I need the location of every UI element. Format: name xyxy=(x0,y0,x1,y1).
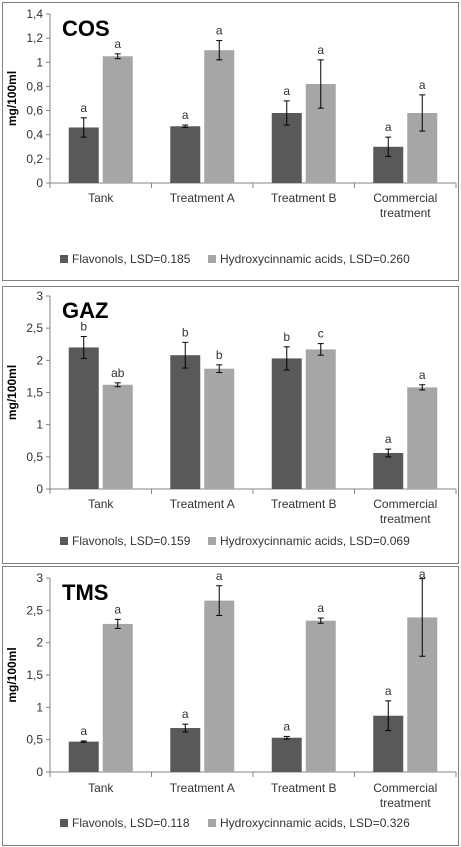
chart-2-y-tick-label: 2 xyxy=(36,353,43,367)
chart-3-category-label: Commercial xyxy=(373,781,437,795)
chart-3-title: TMS xyxy=(62,580,108,605)
chart-3-data-label: a xyxy=(317,601,324,615)
chart-3-data-label: a xyxy=(385,684,392,698)
chart-1-legend-label: Flavonols, LSD=0.185 xyxy=(72,252,191,266)
chart-1-y-tick-label: 0,8 xyxy=(26,79,43,93)
chart-2-legend-swatch xyxy=(208,537,216,545)
chart-1-y-axis-title: mg/100ml xyxy=(5,71,19,126)
chart-3-bar xyxy=(68,741,99,772)
chart-1-data-label: a xyxy=(283,84,290,98)
chart-3-y-tick-label: 2 xyxy=(36,636,43,650)
chart-1-y-tick-label: 0,4 xyxy=(26,128,43,142)
chart-1-y-tick-label: 1,2 xyxy=(26,31,43,45)
chart-1-y-tick-label: 0,6 xyxy=(26,104,43,118)
chart-1-bar xyxy=(102,56,133,183)
chart-3-y-axis-title: mg/100ml xyxy=(5,647,19,702)
chart-2-bar xyxy=(102,384,133,489)
chart-1-y-tick-label: 1,4 xyxy=(26,7,43,21)
chart-3-legend-label: Hydroxycinnamic acids, LSD=0.326 xyxy=(220,816,410,830)
chart-3-bar xyxy=(170,728,201,772)
chart-1-data-label: a xyxy=(385,120,392,134)
chart-2-bar xyxy=(271,358,302,489)
chart-3-category-label: Treatment A xyxy=(170,781,235,795)
chart-3-y-tick-label: 0,5 xyxy=(26,733,43,747)
chart-2-category-label: Treatment B xyxy=(271,497,337,511)
chart-3-bar xyxy=(271,737,302,772)
chart-1-y-tick-label: 1 xyxy=(36,55,43,69)
chart-3-y-tick-label: 0 xyxy=(36,765,43,779)
chart-2-data-label: c xyxy=(318,327,324,341)
chart-2-data-label: b xyxy=(283,330,290,344)
chart-1-category-label: treatment xyxy=(380,206,431,220)
chart-3-y-tick-label: 1,5 xyxy=(26,668,43,682)
chart-1-category-label: Commercial xyxy=(373,191,437,205)
chart-2-y-tick-label: 1 xyxy=(36,418,43,432)
chart-1-category-label: Treatment B xyxy=(271,191,337,205)
chart-1-data-label: a xyxy=(182,108,189,122)
chart-2-y-tick-label: 1,5 xyxy=(26,386,43,400)
chart-2-legend-swatch xyxy=(60,537,68,545)
chart-2-bar xyxy=(68,347,99,489)
chart-2-y-tick-label: 0,5 xyxy=(26,450,43,464)
chart-3-data-label: a xyxy=(80,724,87,738)
chart-2-title: GAZ xyxy=(62,298,108,323)
chart-3-bar xyxy=(204,600,235,772)
chart-2-bar xyxy=(170,355,201,489)
chart-2-y-tick-label: 2,5 xyxy=(26,321,43,335)
chart-2-y-tick-label: 0 xyxy=(36,482,43,496)
chart-1-title: COS xyxy=(62,16,110,41)
chart-1-category-label: Tank xyxy=(88,191,114,205)
chart-1-data-label: a xyxy=(80,101,87,115)
chart-2-data-label: ab xyxy=(111,366,125,380)
chart-2-bar xyxy=(305,349,336,489)
chart-2-legend-label: Flavonols, LSD=0.159 xyxy=(72,534,191,548)
chart-3-category-label: Tank xyxy=(88,781,114,795)
chart-2-category-label: Commercial xyxy=(373,497,437,511)
chart-1-data-label: a xyxy=(317,43,324,57)
chart-1-legend-swatch xyxy=(60,255,68,263)
chart-1-data-label: a xyxy=(216,24,223,38)
chart-3-bar xyxy=(102,623,133,772)
chart-2-category-label: Tank xyxy=(88,497,114,511)
chart-1-bar xyxy=(204,50,235,183)
chart-3-category-label: treatment xyxy=(380,796,431,810)
chart-2-data-label: b xyxy=(216,348,223,362)
chart-2-data-label: b xyxy=(182,325,189,339)
chart-3-data-label: a xyxy=(283,719,290,733)
chart-2-category-label: Treatment A xyxy=(170,497,235,511)
chart-3-y-tick-label: 2,5 xyxy=(26,603,43,617)
chart-2-data-label: a xyxy=(385,432,392,446)
chart-2-y-tick-label: 3 xyxy=(36,289,43,303)
chart-1-category-label: Treatment A xyxy=(170,191,235,205)
chart-1-y-tick-label: 0 xyxy=(36,176,43,190)
chart-3-legend-swatch xyxy=(208,819,216,827)
chart-3-bar xyxy=(305,620,336,772)
chart-1-legend-swatch xyxy=(208,255,216,263)
chart-3-y-tick-label: 1 xyxy=(36,700,43,714)
chart-1-bar xyxy=(170,126,201,183)
chart-2-bar xyxy=(407,387,438,489)
chart-1-data-label: a xyxy=(419,78,426,92)
chart-3-legend-label: Flavonols, LSD=0.118 xyxy=(72,816,190,830)
chart-3-category-label: Treatment B xyxy=(271,781,337,795)
chart-2-legend-label: Hydroxycinnamic acids, LSD=0.069 xyxy=(220,534,410,548)
chart-1-data-label: a xyxy=(114,37,121,51)
chart-2-data-label: a xyxy=(419,368,426,382)
chart-2-y-axis-title: mg/100ml xyxy=(5,365,19,420)
chart-3-data-label: a xyxy=(114,602,121,616)
chart-2-bar xyxy=(373,452,404,489)
chart-2-bar xyxy=(204,368,235,489)
chart-3-y-tick-label: 3 xyxy=(36,571,43,585)
chart-2-category-label: treatment xyxy=(380,512,431,526)
chart-1-legend-label: Hydroxycinnamic acids, LSD=0.260 xyxy=(220,252,410,266)
chart-3-data-label: a xyxy=(216,569,223,583)
chart-2-data-label: b xyxy=(80,320,87,334)
chart-1-y-tick-label: 0,2 xyxy=(26,152,43,166)
chart-3-data-label: a xyxy=(419,567,426,581)
chart-3-data-label: a xyxy=(182,707,189,721)
chart-3-legend-swatch xyxy=(60,819,68,827)
